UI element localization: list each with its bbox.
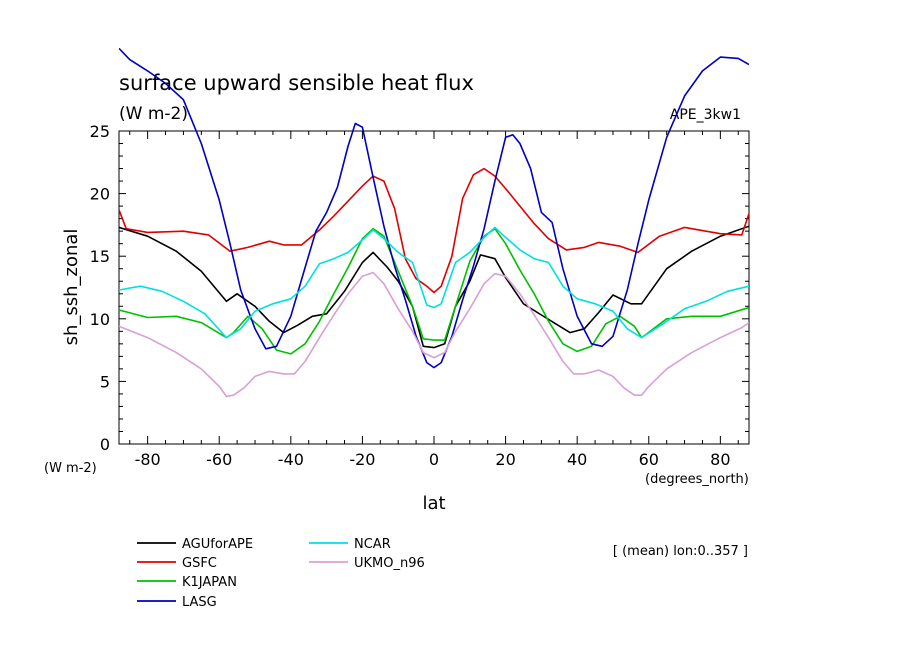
x-axis-label: lat: [422, 493, 445, 514]
series-line-ncar: [119, 226, 749, 339]
series-layer: [119, 47, 749, 398]
y-tick-label-4: 20: [90, 185, 110, 204]
y-tick-label-0: 0: [100, 435, 110, 454]
x-tick-label-1: -60: [206, 450, 232, 469]
series-line-lasg: [119, 47, 749, 369]
y-axis: 0 5 10 15 20 25: [90, 122, 749, 454]
legend-label-ncar: NCAR: [354, 537, 391, 552]
legend-label-aguforape: AGUforAPE: [182, 537, 253, 552]
series-line-aguforape: [119, 225, 749, 349]
x-tick-label-2: -40: [278, 450, 304, 469]
x-tick-label-4: 0: [429, 450, 439, 469]
x-tick-label-3: -20: [349, 450, 375, 469]
legend-label-gsfc: GSFC: [182, 556, 217, 571]
series-line-k1japan: [119, 227, 749, 355]
x-tick-label-8: 80: [710, 450, 730, 469]
y-axis-label: sh_ssh_zonal: [61, 229, 82, 346]
y-tick-label-2: 10: [90, 310, 110, 329]
series-line-ukmo_n96: [119, 271, 749, 398]
x-units-label: (degrees_north): [645, 472, 749, 487]
legend: AGUforAPE GSFC K1JAPAN LASG NCAR UKMO_n96: [137, 537, 425, 610]
legend-label-lasg: LASG: [182, 595, 217, 610]
legend-label-ukmo_n96: UKMO_n96: [354, 556, 425, 571]
series-line-gsfc: [119, 167, 749, 294]
y-tick-label-5: 25: [90, 122, 110, 141]
y-tick-label-1: 5: [100, 372, 110, 391]
x-axis: -80 -60 -40 -20 0 20 40 60 80: [129, 131, 739, 469]
mean-annotation: [ (mean) lon:0..357 ]: [613, 544, 748, 559]
x-tick-label-7: 60: [639, 450, 659, 469]
y-tick-label-3: 15: [90, 247, 110, 266]
experiment-label: APE_3kw1: [670, 107, 741, 123]
x-tick-label-5: 20: [495, 450, 515, 469]
x-tick-label-0: -80: [135, 450, 161, 469]
legend-label-k1japan: K1JAPAN: [182, 575, 237, 590]
x-tick-label-6: 40: [567, 450, 587, 469]
y-units-label: (W m-2): [44, 461, 97, 476]
chart-units: (W m-2): [119, 104, 188, 124]
chart-title: surface upward sensible heat flux: [119, 71, 474, 95]
